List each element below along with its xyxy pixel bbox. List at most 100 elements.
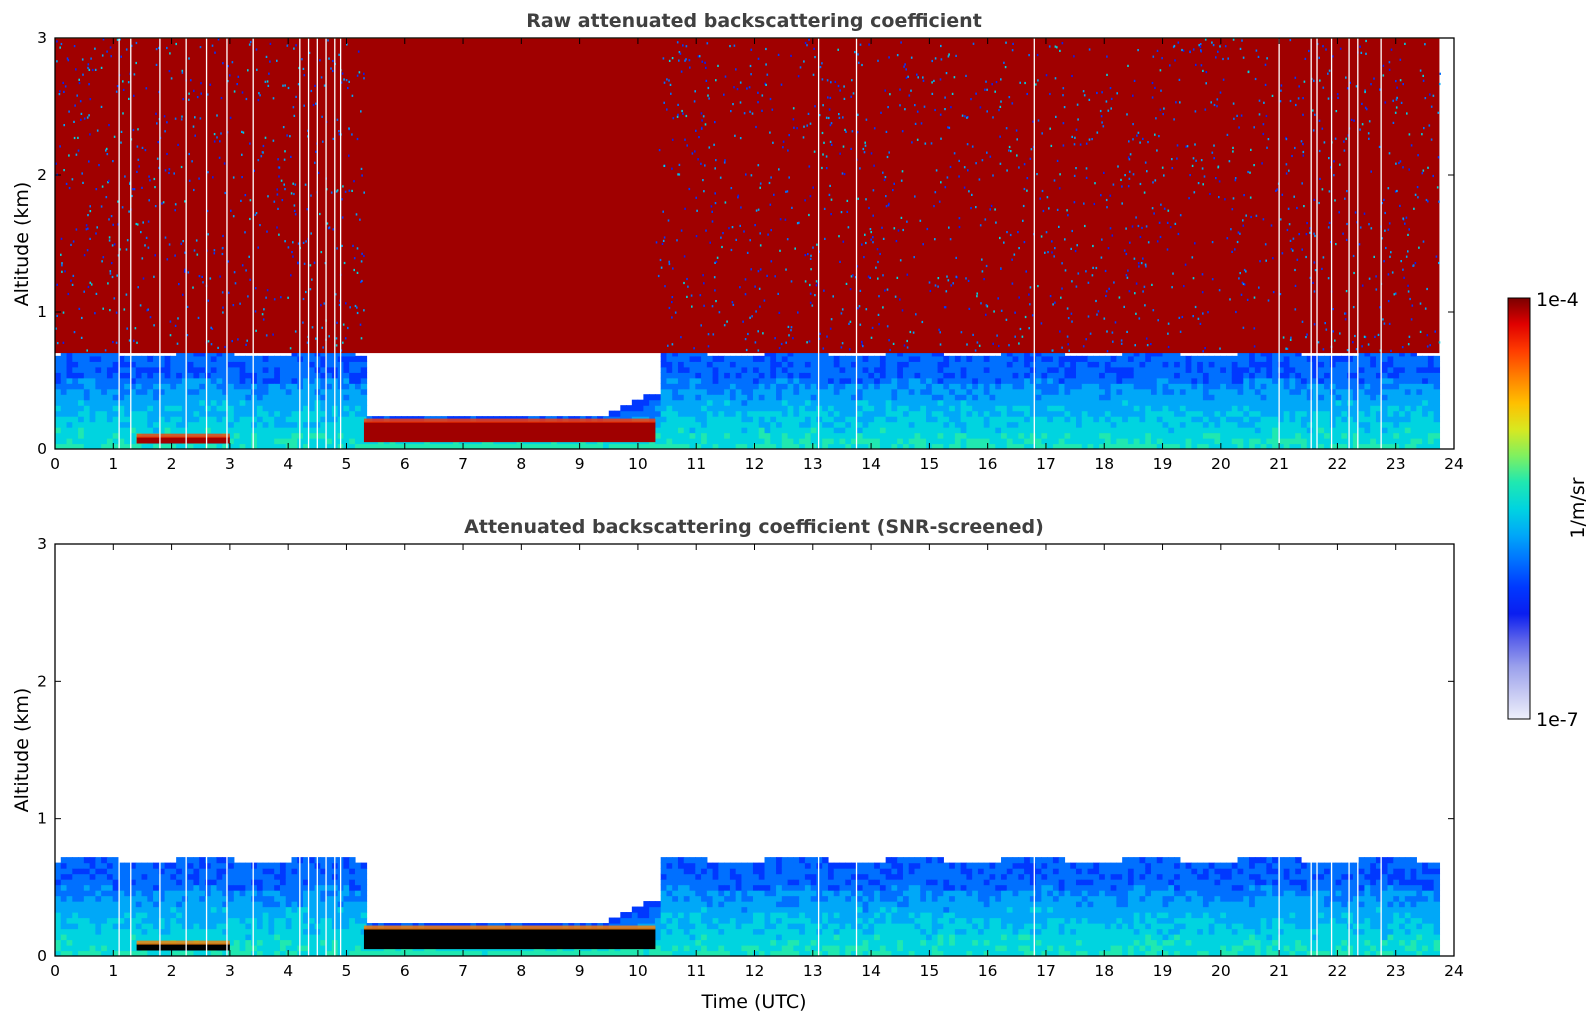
top-heatmap-cell xyxy=(1064,377,1071,384)
top-heatmap-cell xyxy=(1341,355,1348,362)
top-noise-dot xyxy=(1159,235,1162,239)
top-heatmap-cell xyxy=(931,443,939,449)
top-heatmap-column xyxy=(695,350,702,449)
top-heatmap-cell xyxy=(204,427,212,434)
top-heatmap-cell xyxy=(689,366,696,373)
top-heatmap-cell xyxy=(868,421,875,428)
top-heatmap-cell xyxy=(1006,443,1014,449)
top-heatmap-cell xyxy=(55,416,62,423)
top-heatmap-cell xyxy=(233,366,241,373)
top-heatmap-cell xyxy=(1410,421,1417,428)
top-heatmap-cell xyxy=(72,399,79,406)
top-noise-dot xyxy=(1018,342,1020,345)
top-heatmap-cell xyxy=(308,383,316,390)
top-heatmap-cell xyxy=(1225,427,1233,434)
top-heatmap-cell xyxy=(60,355,68,362)
top-heatmap-cell xyxy=(1208,421,1216,428)
top-heatmap-cell xyxy=(1168,355,1175,362)
top-heatmap-cell xyxy=(193,377,200,384)
top-heatmap-column xyxy=(1122,350,1129,449)
top-heatmap-cell xyxy=(1081,421,1089,428)
top-heatmap-cell xyxy=(141,394,148,401)
top-heatmap-cell xyxy=(60,372,68,379)
top-noise-dot xyxy=(1405,216,1408,219)
top-heatmap-cell xyxy=(856,372,864,379)
top-heatmap-cell xyxy=(810,416,818,423)
top-heatmap-cell xyxy=(1156,432,1164,439)
top-heatmap-cell xyxy=(943,394,950,401)
top-heatmap-cell xyxy=(1179,405,1187,412)
top-heatmap-cell xyxy=(827,383,835,390)
top-heatmap-cell xyxy=(1370,366,1377,373)
top-heatmap-cell xyxy=(1306,394,1314,401)
top-heatmap-cell xyxy=(1427,416,1435,423)
top-noise-dot xyxy=(1205,82,1207,85)
top-heatmap-cell xyxy=(862,366,869,373)
top-heatmap-cell xyxy=(158,394,166,401)
top-heatmap-cell xyxy=(718,410,725,417)
top-heatmap-cell xyxy=(320,421,327,428)
top-heatmap-cell xyxy=(1145,383,1152,390)
top-heatmap-cell xyxy=(279,443,287,449)
top-heatmap-cell xyxy=(885,416,893,423)
top-heatmap-cell xyxy=(222,377,229,384)
top-heatmap-cell xyxy=(908,410,916,417)
top-heatmap-cell xyxy=(666,366,673,373)
top-heatmap-cell xyxy=(1041,366,1048,373)
top-heatmap-cell xyxy=(1324,427,1331,434)
top-heatmap-cell xyxy=(799,372,806,379)
top-heatmap-cell xyxy=(1416,372,1423,379)
top-heatmap-cell xyxy=(1127,416,1135,423)
top-noise-dot xyxy=(241,153,243,156)
top-heatmap-cell xyxy=(1168,399,1175,406)
top-heatmap-cell xyxy=(1127,394,1135,401)
top-heatmap-cell xyxy=(851,416,858,423)
top-noise-dot xyxy=(1144,161,1147,164)
top-heatmap-cell xyxy=(1433,432,1441,439)
top-noise-dot xyxy=(158,46,160,49)
top-heatmap-cell xyxy=(851,405,858,412)
top-noise-dot xyxy=(1095,266,1098,270)
top-noise-dot xyxy=(67,59,70,62)
top-heatmap-cell xyxy=(1179,377,1187,384)
top-heatmap-cell xyxy=(1364,443,1371,449)
top-noise-dot xyxy=(878,323,880,326)
top-heatmap-cell xyxy=(1312,410,1319,417)
top-noise-dot xyxy=(1011,49,1014,52)
top-noise-dot xyxy=(1232,38,1235,41)
top-noise-dot xyxy=(1073,201,1076,204)
top-heatmap-cell xyxy=(1041,432,1048,439)
top-heatmap-cell xyxy=(735,366,743,373)
top-heatmap-cell xyxy=(845,432,852,439)
top-heatmap-cell xyxy=(141,355,148,362)
top-noise-dot xyxy=(933,79,935,82)
top-heatmap-cell xyxy=(1024,416,1031,423)
top-heatmap-cell xyxy=(112,377,120,384)
top-heatmap-cell xyxy=(245,377,252,384)
top-heatmap-cell xyxy=(1329,366,1337,373)
top-layer-edge xyxy=(363,418,656,423)
top-heatmap-cell xyxy=(758,432,766,439)
top-noise-dot xyxy=(749,239,751,242)
top-heatmap-cell xyxy=(995,432,1002,439)
top-heatmap-cell xyxy=(1179,372,1187,379)
top-heatmap-column xyxy=(1277,350,1285,449)
top-heatmap-cell xyxy=(1329,372,1337,379)
top-heatmap-cell xyxy=(106,388,114,395)
top-noise-dot xyxy=(1201,167,1204,170)
top-noise-dot xyxy=(888,151,890,154)
top-noise-dot xyxy=(322,346,324,349)
top-noise-dot xyxy=(829,96,832,99)
top-heatmap-cell xyxy=(1006,416,1014,423)
top-heatmap-cell xyxy=(989,361,996,368)
top-noise-dot xyxy=(859,289,862,292)
top-heatmap-cell xyxy=(977,432,985,439)
top-heatmap-cell xyxy=(729,416,737,423)
top-heatmap-cell xyxy=(1052,399,1060,406)
top-heatmap-cell xyxy=(729,432,737,439)
top-noise-dot xyxy=(273,298,276,301)
top-noise-dot xyxy=(1062,87,1065,90)
top-panel: Raw attenuated backscattering coefficien… xyxy=(11,10,1464,473)
top-heatmap-cell xyxy=(897,405,904,412)
top-heatmap-cell xyxy=(78,355,85,362)
